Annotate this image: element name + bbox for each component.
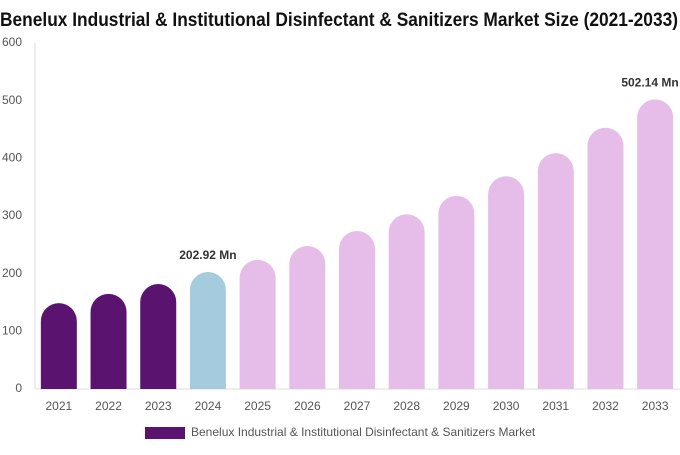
x-tick-label: 2032 [592,399,619,413]
x-tick-label: 2021 [45,399,72,413]
bar [90,293,127,389]
value-label: 202.92 Mn [179,248,236,262]
legend-swatch [145,427,185,439]
bar [40,303,77,389]
y-tick-label: 100 [2,324,22,338]
x-tick-label: 2024 [195,399,222,413]
x-tick-label: 2033 [642,399,669,413]
y-tick-label: 600 [2,35,22,49]
x-tick-label: 2025 [244,399,271,413]
x-tick-label: 2027 [344,399,371,413]
value-label: 502.14 Mn [621,76,678,90]
y-tick-label: 200 [2,266,22,280]
bar [239,259,276,389]
bar [189,271,226,389]
bar [488,176,525,389]
y-tick-label: 500 [2,93,22,107]
x-tick-label: 2026 [294,399,321,413]
y-tick-label: 300 [2,208,22,222]
legend-label: Benelux Industrial & Institutional Disin… [191,425,536,439]
bar [140,284,177,389]
y-tick-label: 0 [15,381,22,395]
bar [388,214,425,389]
bar [587,127,624,389]
y-tick-label: 400 [2,151,22,165]
x-tick-label: 2030 [493,399,520,413]
bar [339,230,375,389]
x-tick-label: 2023 [145,399,172,413]
bar [537,153,574,389]
x-tick-label: 2031 [542,399,569,413]
x-tick-label: 2028 [393,399,420,413]
bar [637,99,674,389]
x-tick-label: 2029 [443,399,470,413]
bar [289,245,326,389]
bar [438,195,475,389]
chart-title: Benelux Industrial & Institutional Disin… [0,10,678,31]
x-tick-label: 2022 [95,399,122,413]
